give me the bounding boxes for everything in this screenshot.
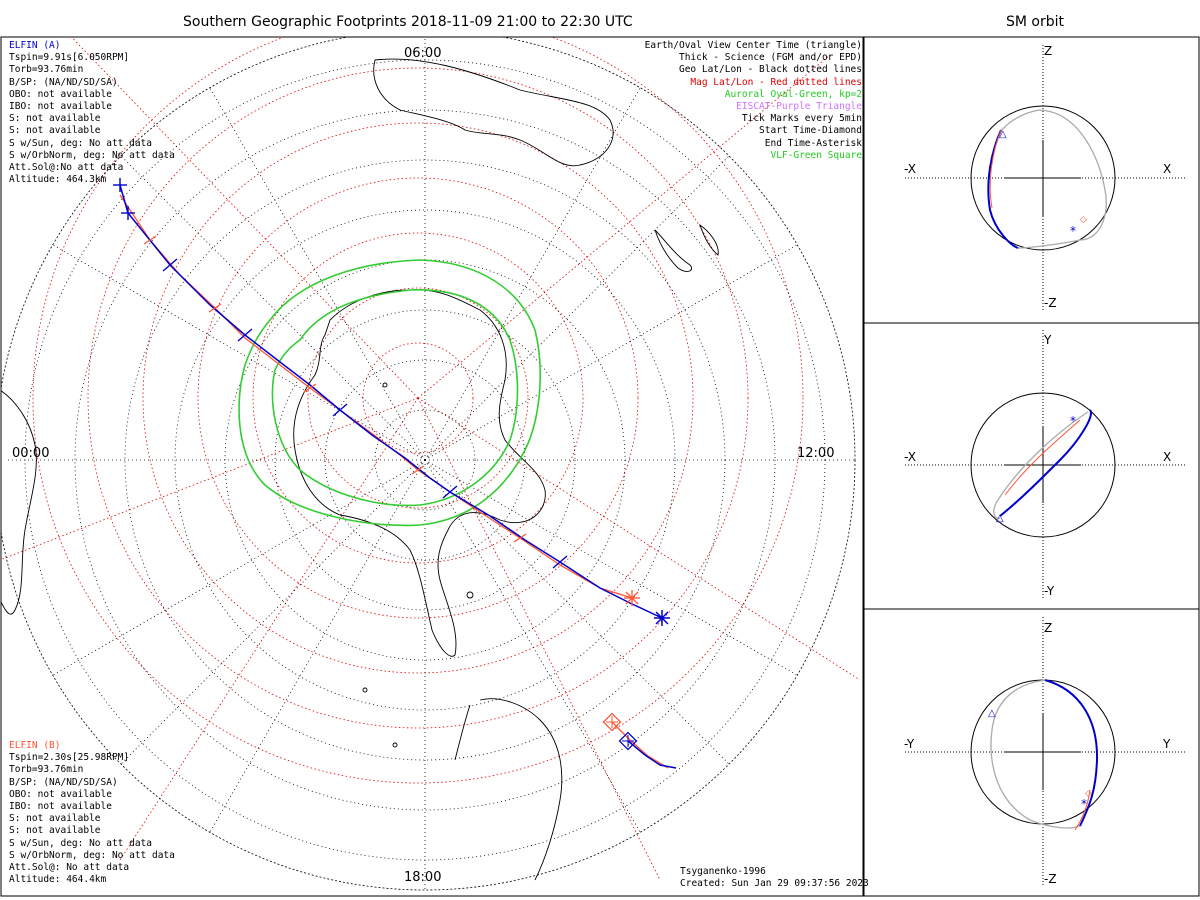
elfin-a-line: Att.Sol@:No att data	[9, 162, 124, 174]
legend-entry: Auroral Oval-Green, kp=2	[724, 88, 862, 100]
legend-entry: Mag Lat/Lon - Red dotted lines	[690, 76, 862, 88]
elfin-a-line: B/SP: (NA/ND/SD/SA)	[9, 76, 118, 88]
sm-orbit-title: SM orbit	[1006, 14, 1065, 30]
panel1-top-label: Z	[1044, 44, 1053, 58]
legend-entry: Thick - Science (FGM and/or EPD)	[678, 52, 862, 64]
elfin-b-line: Tspin=2.30s[25.98RPM]	[9, 752, 130, 764]
elfin-b-track	[119, 194, 633, 599]
svg-text:*: *	[1070, 224, 1076, 238]
elfin-a-info: ELFIN (A) Tspin=9.91s[6.050RPM] Torb=93.…	[9, 40, 175, 186]
elfin-a-track	[119, 184, 663, 619]
svg-text:△: △	[996, 513, 1004, 524]
panel2-left-label: -X	[904, 450, 916, 464]
elfin-b-line: S: not available	[9, 813, 101, 825]
elfin-b-line: S w/Sun, deg: No att data	[9, 837, 152, 849]
elfin-a-line: S: not available	[9, 113, 101, 125]
elfin-b-line: Altitude: 464.4km	[9, 874, 107, 886]
panel3-right-label: Y	[1163, 737, 1171, 751]
elfin-a-line: S w/Sun, deg: No att data	[9, 137, 152, 149]
svg-text:△: △	[988, 708, 996, 719]
svg-text:◇: ◇	[1085, 789, 1092, 799]
legend-entry: EISCAT-Purple Triangle	[736, 101, 862, 113]
elfin-b-info: ELFIN (B) Tspin=2.30s[25.98RPM] Torb=93.…	[9, 740, 175, 886]
elfin-a-line: Torb=93.76min	[9, 64, 84, 76]
credits: Tsyganenko-1996 Created: Sun Jan 29 09:3…	[680, 866, 869, 890]
elfin-a-line: Tspin=9.91s[6.050RPM]	[9, 52, 130, 64]
elfin-b-end-asterisk	[624, 590, 640, 606]
svg-text:△: △	[999, 129, 1007, 140]
legend-entry: Earth/Oval View Center Time (triangle)	[644, 40, 862, 51]
svg-text:◇: ◇	[1080, 215, 1087, 225]
sm-panel-3: △ * ◇	[905, 617, 1185, 885]
elfin-b-start-segment	[611, 721, 669, 769]
sm-panel-1: △ * ◇	[905, 45, 1185, 310]
elfin-b-line: OBO: not available	[9, 788, 112, 800]
panel3-left-label: -Y	[904, 737, 915, 751]
panel3-top-label: Z	[1044, 621, 1053, 635]
panel1-right-label: X	[1163, 162, 1172, 176]
sm-panel-2: △ *	[905, 330, 1185, 598]
elfin-b-line: IBO: not available	[9, 801, 112, 813]
panel-frame-3	[863, 608, 1200, 897]
elfin-b-line: Att.Sol@: No att data	[9, 862, 130, 874]
panel-frame-1	[863, 36, 1200, 324]
plot-title: Southern Geographic Footprints 2018-11-0…	[183, 14, 633, 30]
panel1-bottom-label: -Z	[1044, 296, 1057, 310]
panel1-left-label: -X	[904, 162, 916, 176]
map-frame	[0, 36, 864, 897]
hour-label-top: 06:00	[404, 46, 442, 61]
hour-label-left: 00:00	[12, 446, 50, 461]
svg-text:*: *	[1070, 414, 1076, 428]
elfin-a-ticks	[113, 178, 568, 569]
legend-entry: Start Time-Diamond	[759, 125, 862, 137]
elfin-a-name: ELFIN (A)	[9, 40, 61, 51]
panel3-bottom-label: -Z	[1044, 872, 1057, 886]
legend-entry: Tick Marks every 5min	[741, 113, 862, 125]
legend-entry: End Time-Asterisk	[764, 137, 862, 149]
elfin-a-end-asterisk	[654, 610, 670, 626]
geo-grid	[1, 37, 856, 891]
panel2-right-label: X	[1163, 450, 1172, 464]
legend: Earth/Oval View Center Time (triangle) T…	[645, 40, 862, 162]
coastlines	[1, 58, 719, 881]
elfin-b-name: ELFIN (B)	[9, 740, 61, 751]
elfin-b-line: Torb=93.76min	[9, 764, 84, 776]
elfin-a-line: IBO: not available	[9, 101, 112, 113]
hour-label-right: 12:00	[797, 446, 835, 461]
panel2-top-label: Y	[1044, 333, 1052, 347]
elfin-a-line: S w/OrbNorm, deg: No att data	[9, 149, 175, 161]
model-name: Tsyganenko-1996	[680, 866, 766, 877]
mag-grid	[1, 37, 861, 881]
elfin-a-line: Altitude: 464.3km	[9, 174, 107, 186]
elfin-b-line: S: not available	[9, 825, 101, 837]
hour-label-bottom: 18:00	[404, 870, 442, 885]
panel2-bottom-label: -Y	[1044, 584, 1055, 598]
start-diamonds	[602, 712, 638, 751]
legend-entry: Geo Lat/Lon - Black dotted lines	[678, 64, 862, 76]
elfin-a-line: OBO: not available	[9, 88, 112, 100]
created-timestamp: Created: Sun Jan 29 09:37:56 2023	[680, 878, 869, 890]
elfin-a-line: S: not available	[9, 125, 101, 137]
svg-text:*: *	[1081, 797, 1087, 811]
legend-entry: VLF-Green Square	[770, 149, 862, 161]
auroral-oval	[238, 259, 541, 527]
elfin-a-start-segment	[627, 740, 677, 769]
elfin-b-ticks	[143, 235, 527, 543]
panel-frame-2	[863, 322, 1200, 610]
elfin-b-line: S w/OrbNorm, deg: No att data	[9, 849, 175, 861]
elfin-b-line: B/SP: (NA/ND/SD/SA)	[9, 776, 118, 788]
